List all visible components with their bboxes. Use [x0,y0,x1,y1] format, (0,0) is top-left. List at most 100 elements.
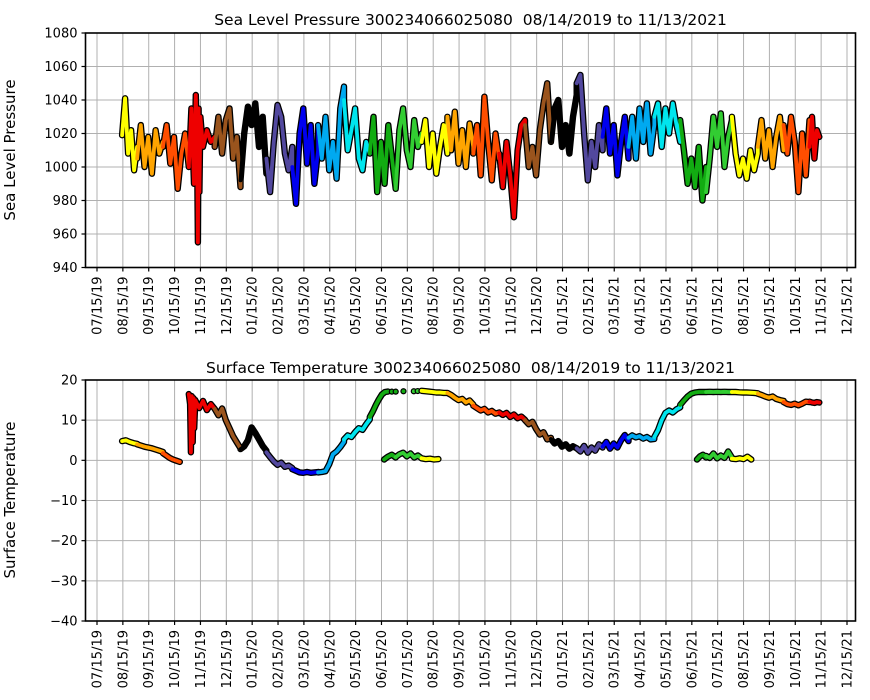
series-segment-2021-04 [626,101,657,161]
x-tick-label: 01/15/20 [246,277,261,335]
y-tick-label: 0 [69,454,77,469]
x-tick-label: 08/15/21 [737,630,752,688]
surface-temperature-chart: Surface Temperature 300234066025080 08/1… [1,359,857,689]
temperature-plot-area: 07/15/19 08/15/19 09/15/19 10/15/19 11/15/19… [50,374,857,689]
series-segment-2020-05 [342,98,372,173]
series-segment-2021-07 [704,449,734,461]
tick-marks [81,32,848,272]
x-tick-label: 09/15/20 [453,277,468,335]
x-tick-label: 09/15/19 [142,630,157,688]
trace-temp-main-2020-2021 [418,387,823,456]
y-tick-label: −40 [50,615,77,630]
series-segment-2020-07 [393,450,424,461]
x-tick-label: 02/15/20 [272,630,287,688]
tick-marks [81,379,848,625]
x-tick-label: 03/15/21 [608,630,623,688]
x-tick-label: 03/15/20 [297,630,312,688]
series-segment-2020-05 [342,415,372,442]
axes-border [84,32,857,269]
x-tick-label: 01/15/21 [556,277,571,335]
x-tick-label: 08/15/20 [427,277,442,335]
x-tick-label: 11/15/19 [194,630,209,688]
trace-temp-autumn-2019 [118,437,183,466]
y-tick-label: −30 [50,574,77,589]
sea-level-pressure-chart: Sea Level Pressure 300234066025080 08/14… [1,11,857,335]
x-tick-label: 08/15/19 [116,630,131,688]
x-tick-label: 11/15/19 [194,277,209,335]
y-tick-label: 960 [53,228,78,243]
x-tick-label: 08/15/19 [116,277,131,335]
x-tick-label: 05/15/21 [659,630,674,688]
series-segment-2021-02 [574,73,605,183]
series-segment-2019-10 [161,123,191,191]
x-tick-label: 08/15/20 [427,630,442,688]
x-tick-label: 12/15/21 [841,277,856,335]
trace-sea-level-pressure [118,71,823,246]
series-segment-2020-01 [238,101,269,183]
x-tick-label: 07/15/19 [91,630,106,688]
y-tick-label: 1000 [44,161,77,176]
x-tick-label: 09/15/20 [453,630,468,688]
x-tick-label: 09/15/19 [142,277,157,335]
series-segment-2021-05 [652,403,683,439]
series-segment-2020-10 [471,403,502,416]
series-segment-2019-11 [186,392,217,455]
x-tick-label: 04/15/21 [634,277,649,335]
x-tick-label: 12/15/19 [220,277,235,335]
x-tick-label: 11/15/20 [504,630,519,688]
x-tick-label: 06/15/20 [375,277,390,335]
series-segment-2020-08 [419,456,441,462]
tick-labels: 07/15/19 08/15/19 09/15/19 10/15/19 11/15/19… [50,374,855,689]
trace-temp-melt-pond-2021 [693,448,755,463]
x-tick-label: 05/15/20 [349,630,364,688]
series-segment-2020-04 [316,437,346,475]
x-tick-label: 04/15/20 [323,277,338,335]
series-segment-2021-01 [549,81,579,156]
series-segment-2021-09 [755,391,786,404]
x-tick-label: 07/15/20 [401,630,416,688]
series-segment-2020-09 [445,109,476,169]
x-tick-label: 06/15/21 [685,630,700,688]
series-segment-2021-08 [730,454,754,462]
x-tick-label: 03/15/20 [297,277,312,335]
series-segment-2020-11 [497,118,527,220]
series-segment-2020-11 [497,410,527,423]
series-segment-2020-08 [419,114,450,176]
x-tick-label: 09/15/21 [763,277,778,335]
data-dot-2020-06 [393,389,398,394]
x-tick-label: 11/15/21 [815,630,830,688]
x-tick-label: 10/15/20 [478,277,493,335]
y-tick-label: 20 [61,374,78,389]
x-tick-label: 10/15/20 [478,630,493,688]
series-segment-2021-08 [730,390,760,396]
y-tick-label: 980 [53,194,78,209]
x-tick-label: 09/15/21 [763,630,778,688]
y-tick-label: 1020 [44,127,77,142]
series-segment-2020-06 [367,114,398,194]
x-tick-label: 02/15/20 [272,277,287,335]
series-segment-2020-01 [238,425,269,455]
series-segment-2019-12 [212,106,243,189]
temperature-ylabel: Surface Temperature [1,422,19,579]
series-segment-2020-04 [316,84,346,181]
x-tick-label: 05/15/20 [349,277,364,335]
series-segment-2019-11 [186,93,217,245]
series-segment-2021-06 [678,118,708,203]
y-tick-label: 1060 [44,60,77,75]
series-segment-2021-08 [730,114,760,181]
x-tick-label: 06/15/20 [375,630,390,688]
series-segment-2020-08 [419,388,450,395]
pressure-ylabel: Sea Level Pressure [1,79,19,220]
series-segment-2020-12 [523,81,553,178]
x-tick-label: 07/15/20 [401,277,416,335]
series-segment-2021-09 [755,114,786,169]
series-segment-2021-06 [678,390,708,407]
series-segment-2020-02 [264,450,295,472]
x-tick-label: 08/15/21 [737,277,752,335]
x-tick-label: 01/15/20 [246,630,261,688]
pressure-chart-title: Sea Level Pressure 300234066025080 08/14… [214,11,727,29]
tick-labels: 07/15/19 08/15/19 09/15/19 10/15/19 11/15/19… [44,27,855,335]
x-tick-label: 04/15/21 [634,630,649,688]
series-segment-2021-07 [704,111,734,194]
x-tick-label: 11/15/20 [504,277,519,335]
